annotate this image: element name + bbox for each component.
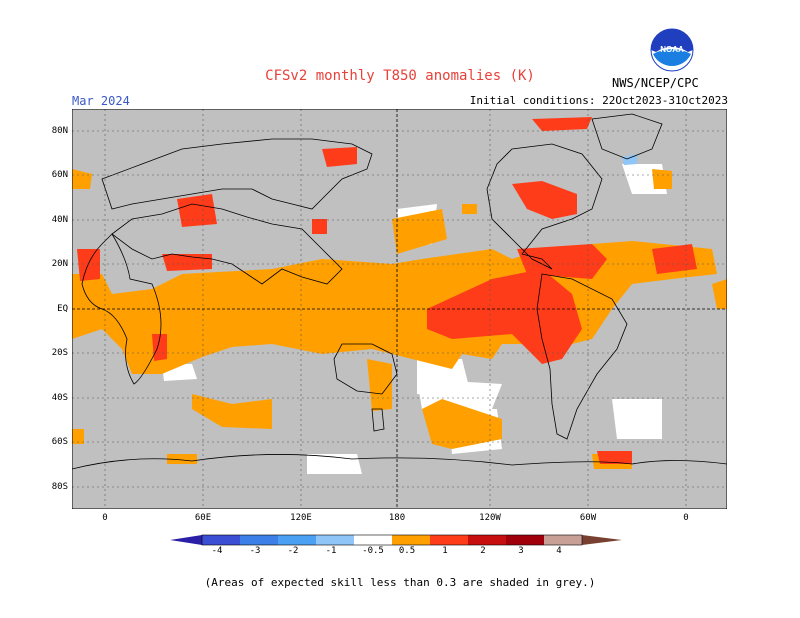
colorbar-cell	[354, 535, 392, 545]
colorbar-label: -1	[325, 546, 337, 556]
lat-label: 60N	[51, 170, 68, 180]
colorbar-label: -4	[211, 546, 223, 556]
skill-footnote: (Areas of expected skill less than 0.3 a…	[204, 576, 596, 589]
colorbar-cell	[316, 535, 354, 545]
colorbar-cell	[544, 535, 582, 545]
colorbar-label: 1	[442, 546, 448, 556]
lon-label: 180	[388, 513, 406, 523]
lon-label: 120E	[290, 513, 312, 523]
colorbar-cell	[278, 535, 316, 545]
lat-label: 20S	[51, 348, 68, 358]
equator-dateline	[72, 109, 727, 509]
forecast-month: Mar 2024	[72, 94, 130, 108]
colorbar-cell	[170, 535, 202, 545]
colorbar-cell	[240, 535, 278, 545]
lon-label: 60E	[194, 513, 212, 523]
map-title: CFSv2 monthly T850 anomalies (K)	[265, 68, 535, 84]
anomaly-map	[72, 109, 727, 509]
colorbar-label: 3	[518, 546, 524, 556]
anomaly-1-2-regions	[77, 117, 697, 464]
lon-label: 0	[102, 513, 108, 523]
colorbar-label: -3	[249, 546, 261, 556]
lon-label: 60W	[579, 513, 597, 523]
lon-label: 120W	[479, 513, 501, 523]
lat-label: 40S	[51, 393, 68, 403]
lat-label: 40N	[51, 215, 68, 225]
colorbar-cell	[430, 535, 468, 545]
colorbar-cell	[468, 535, 506, 545]
lat-label: EQ	[57, 304, 68, 314]
lat-label: 20N	[51, 259, 68, 269]
colorbar-cell	[392, 535, 430, 545]
coastlines	[72, 113, 727, 470]
lat-label: 60S	[51, 437, 68, 447]
noaa-logo: NOAA	[650, 28, 694, 72]
colorbar-label: -0.5	[362, 546, 384, 556]
colorbar-cell	[506, 535, 544, 545]
initial-conditions: Initial conditions: 22Oct2023-31Oct2023	[469, 94, 728, 107]
colorbar-label: 2	[480, 546, 486, 556]
lon-label: 0	[683, 513, 689, 523]
colorbar-cell	[582, 535, 622, 545]
colorbar-label: 4	[556, 546, 562, 556]
colorbar	[170, 534, 622, 546]
colorbar-cell	[202, 535, 240, 545]
organization-label: NWS/NCEP/CPC	[612, 76, 699, 90]
logo-text: NOAA	[660, 45, 684, 54]
lat-label: 80S	[51, 482, 68, 492]
colorbar-label: 0.5	[398, 546, 416, 556]
lat-label: 80N	[51, 126, 68, 136]
colorbar-label: -2	[287, 546, 299, 556]
